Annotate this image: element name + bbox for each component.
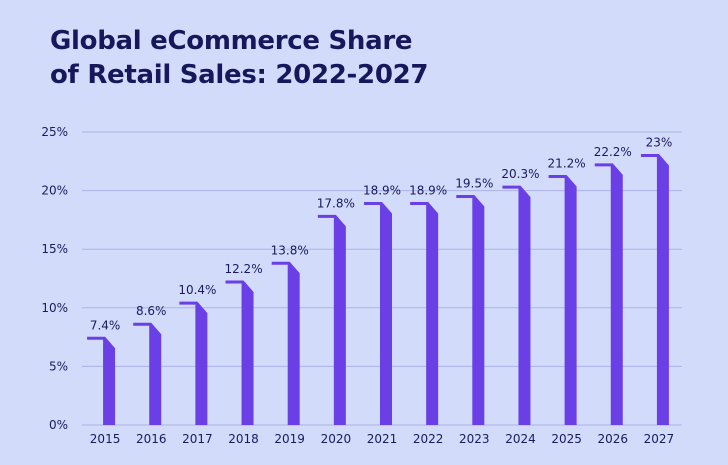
bar-2025 [548,175,577,425]
chart-title: Global eCommerce Share of Retail Sales: … [50,24,429,92]
data-label-2024: 20.3% [501,167,539,181]
x-tick-label-2023: 2023 [459,432,490,446]
data-label-2016: 8.6% [136,304,167,318]
bar-2019 [271,261,300,425]
bar-2021 [364,201,392,425]
y-tick-label: 25% [41,125,68,139]
data-label-2015: 7.4% [90,318,121,332]
data-label-2026: 22.2% [594,145,632,159]
bar-2024 [502,185,531,425]
bar-2017 [179,301,208,425]
x-tick-label-2024: 2024 [505,432,536,446]
data-label-2023: 19.5% [455,176,493,190]
data-label-2027: 23% [646,135,673,149]
x-tick-label-2022: 2022 [413,432,444,446]
y-tick-label: 15% [41,242,68,256]
x-tick-label-2021: 2021 [367,432,398,446]
bar-2015 [87,336,116,425]
x-tick-label-2026: 2026 [597,432,628,446]
x-tick-label-2017: 2017 [182,432,213,446]
data-label-2025: 21.2% [548,157,586,171]
y-tick-label: 5% [49,359,68,373]
bar-2020 [317,214,346,425]
data-label-2020: 17.8% [317,196,355,210]
y-tick-label: 10% [41,301,68,315]
bar-2016 [133,322,162,425]
x-tick-label-2020: 2020 [321,432,352,446]
x-tick-label-2018: 2018 [228,432,259,446]
data-label-2019: 13.8% [271,243,309,257]
data-label-2017: 10.4% [178,283,216,297]
y-tick-label: 0% [49,418,68,432]
chart-title-line-2: of Retail Sales: 2022-2027 [50,60,429,90]
bar-2026 [594,163,623,426]
bar-2018 [225,280,254,425]
bar-2023 [456,194,485,425]
chart-title-line-1: Global eCommerce Share [50,26,413,56]
y-tick-label: 20% [41,184,68,198]
bar-2027 [640,153,669,425]
x-tick-label-2019: 2019 [274,432,305,446]
data-label-2022: 18.9% [409,183,447,197]
data-label-2021: 18.9% [363,183,401,197]
x-tick-label-2027: 2027 [644,432,675,446]
bar-2022 [410,201,439,425]
x-tick-label-2025: 2025 [551,432,582,446]
x-tick-label-2016: 2016 [136,432,167,446]
x-tick-label-2015: 2015 [90,432,121,446]
data-label-2018: 12.2% [224,262,262,276]
